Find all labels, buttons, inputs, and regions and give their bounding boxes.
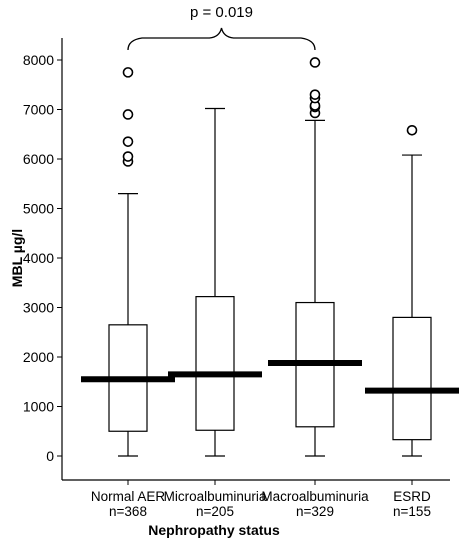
y-axis-title: MBL µg/l [9, 229, 25, 287]
outlier-point [309, 57, 321, 68]
y-tick-label: 8000 [23, 52, 54, 68]
outlier-point [122, 151, 134, 162]
x-category-label: ESRD [393, 489, 431, 504]
boxes: Normal AERn=368Microalbuminurian=205Macr… [81, 57, 459, 519]
y-tick-label: 7000 [23, 102, 54, 118]
axes: 0 1000 2000 3000 4000 5000 6000 7000 8000 [23, 38, 450, 481]
p-value-label: p = 0.019 [190, 4, 253, 21]
iqr-box [392, 316, 432, 441]
x-category-label: Normal AER [91, 489, 166, 504]
y-axis-title-unit: µg/l [9, 229, 25, 253]
outlier-point [122, 136, 134, 147]
x-axis-title: Nephropathy status [148, 522, 280, 538]
outlier-point [122, 67, 134, 78]
y-tick-label: 1000 [23, 399, 54, 415]
x-category-label: Macroalbuminuria [261, 489, 369, 504]
y-tick-label: 6000 [23, 151, 54, 167]
x-category-label: Microalbuminuria [164, 489, 267, 504]
y-tick-label: 3000 [23, 300, 54, 316]
x-category-n-label: n=329 [296, 504, 334, 519]
y-tick-label: 4000 [23, 250, 54, 266]
significance-annotation: p = 0.019 [127, 4, 316, 51]
brace [127, 27, 316, 51]
y-tick-label: 2000 [23, 349, 54, 365]
x-category-n-label: n=368 [109, 504, 147, 519]
iqr-box [195, 296, 235, 431]
outlier-point [122, 109, 134, 120]
x-category-n-label: n=205 [196, 504, 234, 519]
x-category-n-label: n=155 [393, 504, 431, 519]
y-tick-label: 5000 [23, 201, 54, 217]
outlier-point [406, 124, 418, 136]
y-tick-label: 0 [46, 448, 54, 464]
outlier-point [309, 89, 321, 100]
y-axis-title-text: MBL [9, 253, 25, 287]
